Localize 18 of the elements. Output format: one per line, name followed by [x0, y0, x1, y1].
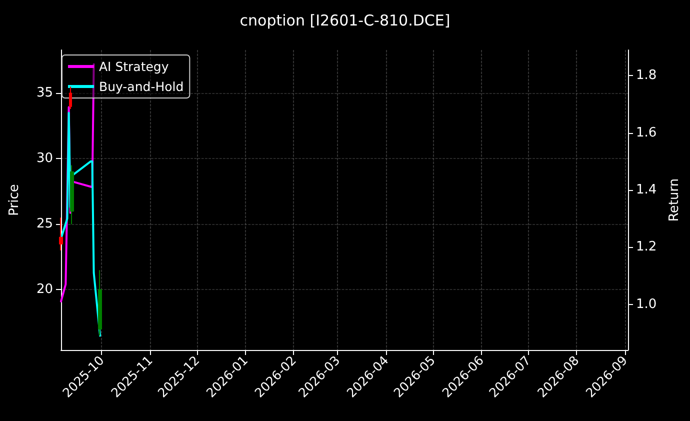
candlestick	[98, 270, 102, 336]
legend-label: AI Strategy	[99, 59, 170, 74]
y-axis-title: Price	[7, 184, 22, 216]
candlestick	[70, 164, 74, 225]
candlestick	[69, 86, 72, 110]
y2-tick-label: 1.0	[636, 296, 657, 312]
line-series	[60, 112, 102, 337]
y-tick-label: 35	[36, 86, 53, 101]
y2-tick-label: 1.2	[636, 240, 657, 255]
y2-tick-label: 1.8	[636, 68, 657, 84]
chart-title: cnoption [I2601-C-810.DCE]	[240, 12, 450, 30]
y2-tick-label: 1.6	[636, 125, 657, 140]
y2-tick-label: 1.4	[636, 182, 657, 198]
legend-label: Buy-and-Hold	[99, 79, 184, 94]
y-tick-label: 25	[36, 216, 53, 232]
y2-axis-title: Return	[667, 178, 682, 222]
y-tick-label: 30	[36, 151, 53, 166]
y-tick-label: 20	[36, 282, 53, 298]
